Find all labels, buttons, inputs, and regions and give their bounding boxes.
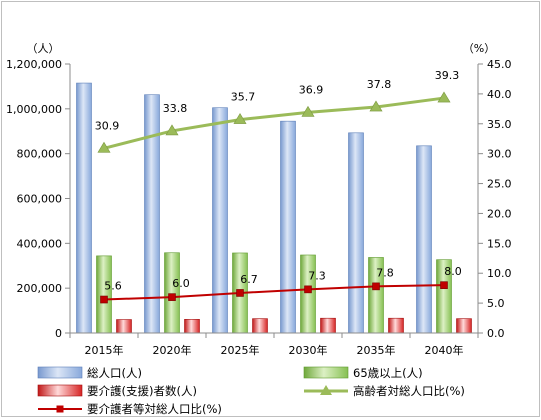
series-line-1 <box>103 96 445 150</box>
data-label: 35.7 <box>231 91 256 104</box>
triangle-marker <box>437 91 451 103</box>
legend-swatch-marker <box>320 385 332 395</box>
legend-label: 高齢者対総人口比(%) <box>353 384 465 398</box>
series-line-2 <box>103 284 445 301</box>
data-label: 7.3 <box>308 269 326 282</box>
legend-label: 65歳以上(人) <box>353 366 423 380</box>
bar-3 <box>252 318 268 334</box>
data-label: 37.8 <box>367 78 392 91</box>
triangle-marker <box>165 124 179 136</box>
legend-label: 総人口(人) <box>87 366 142 380</box>
left-axis-ticks: 0 200,000 400,000 600,000 800,000 1,000,000 1,… <box>6 58 70 340</box>
right-tick-label: 45.0 <box>487 58 512 71</box>
square-marker <box>168 293 176 301</box>
data-label: 7.8 <box>376 266 394 279</box>
bar-3 <box>388 317 404 334</box>
right-tick-label: 10.0 <box>487 267 512 280</box>
right-tick-label: 5.0 <box>487 297 505 310</box>
category-label: 2035年 <box>357 343 396 357</box>
data-label: 36.9 <box>299 83 324 96</box>
axes <box>69 64 479 338</box>
bar-3 <box>320 317 336 334</box>
left-tick-label: 400,000 <box>17 237 63 250</box>
legend-swatch-marker <box>56 405 64 413</box>
square-marker <box>304 285 312 294</box>
right-tick-label: 25.0 <box>487 178 512 191</box>
square-marker <box>236 289 244 297</box>
bar-1 <box>280 120 296 334</box>
right-tick-label: 30.0 <box>487 148 512 161</box>
right-tick-label: 40.0 <box>487 88 512 101</box>
legend-swatch-bar <box>303 366 349 379</box>
data-label: 6.0 <box>172 277 190 290</box>
data-label: 33.8 <box>163 102 188 115</box>
square-marker <box>440 281 448 289</box>
triangle-marker <box>369 100 383 112</box>
bar-1 <box>76 82 92 334</box>
left-tick-label: 0 <box>55 327 62 340</box>
right-axis-unit: （%） <box>463 42 495 55</box>
category-label: 2025年 <box>221 343 260 357</box>
data-label: 30.9 <box>95 119 120 132</box>
category-labels: 2015年 2020年 2025年 2030年 2035年 2040年 <box>85 343 464 357</box>
category-label: 2020年 <box>153 343 192 357</box>
bar-1 <box>416 145 432 334</box>
right-tick-label: 35.0 <box>487 118 512 131</box>
data-label: 6.7 <box>240 273 258 286</box>
bar-2 <box>300 254 316 334</box>
right-tick-label: 0.0 <box>487 327 505 340</box>
left-tick-label: 200,000 <box>17 282 63 295</box>
bar-3 <box>116 319 132 334</box>
data-label: 5.6 <box>104 280 122 293</box>
bar-3 <box>456 318 472 334</box>
triangle-marker <box>233 113 247 124</box>
data-label: 8.0 <box>444 265 462 278</box>
right-tick-label: 15.0 <box>487 237 512 250</box>
chart-svg: （人） （%） 0 200,000 400,000 600,000 800,000 1,0… <box>6 42 512 416</box>
legend-label: 要介護(支援)者数(人) <box>87 384 197 398</box>
right-axis-ticks: 0.0 5.0 10.0 15.0 20.0 25.0 30.0 35.0 40.0 45.0 <box>478 58 512 340</box>
left-tick-label: 1,200,000 <box>6 58 62 71</box>
square-marker <box>100 295 108 304</box>
legend-label: 要介護者等対総人口比(%) <box>87 402 222 416</box>
data-label: 39.3 <box>435 69 460 82</box>
left-tick-label: 1,000,000 <box>6 103 62 116</box>
legend: 総人口(人) 65歳以上(人) 要介護(支援)者数(人) 高齢者対総人口比(%) 要介護… <box>37 366 465 416</box>
bar-3 <box>184 319 200 334</box>
lines: 30.9 33.8 35.7 36.9 37.8 39.3 5.6 6.0 6.7 7.3 7.8 8… <box>95 69 462 304</box>
left-axis-unit: （人） <box>27 42 60 55</box>
triangle-marker <box>97 141 111 153</box>
triangle-marker <box>301 105 315 117</box>
bar-1 <box>348 132 364 334</box>
category-label: 2030年 <box>289 343 328 357</box>
bar-2 <box>164 252 180 334</box>
right-tick-label: 20.0 <box>487 207 512 220</box>
left-tick-label: 600,000 <box>17 193 63 206</box>
bar-1 <box>212 107 228 334</box>
bars <box>76 82 472 334</box>
legend-swatch-bar <box>37 366 83 379</box>
left-tick-label: 800,000 <box>17 148 63 161</box>
category-label: 2040年 <box>425 343 464 357</box>
square-marker <box>372 282 380 291</box>
legend-swatch-bar <box>37 384 83 397</box>
bar-2 <box>96 255 112 334</box>
category-label: 2015年 <box>85 343 124 357</box>
